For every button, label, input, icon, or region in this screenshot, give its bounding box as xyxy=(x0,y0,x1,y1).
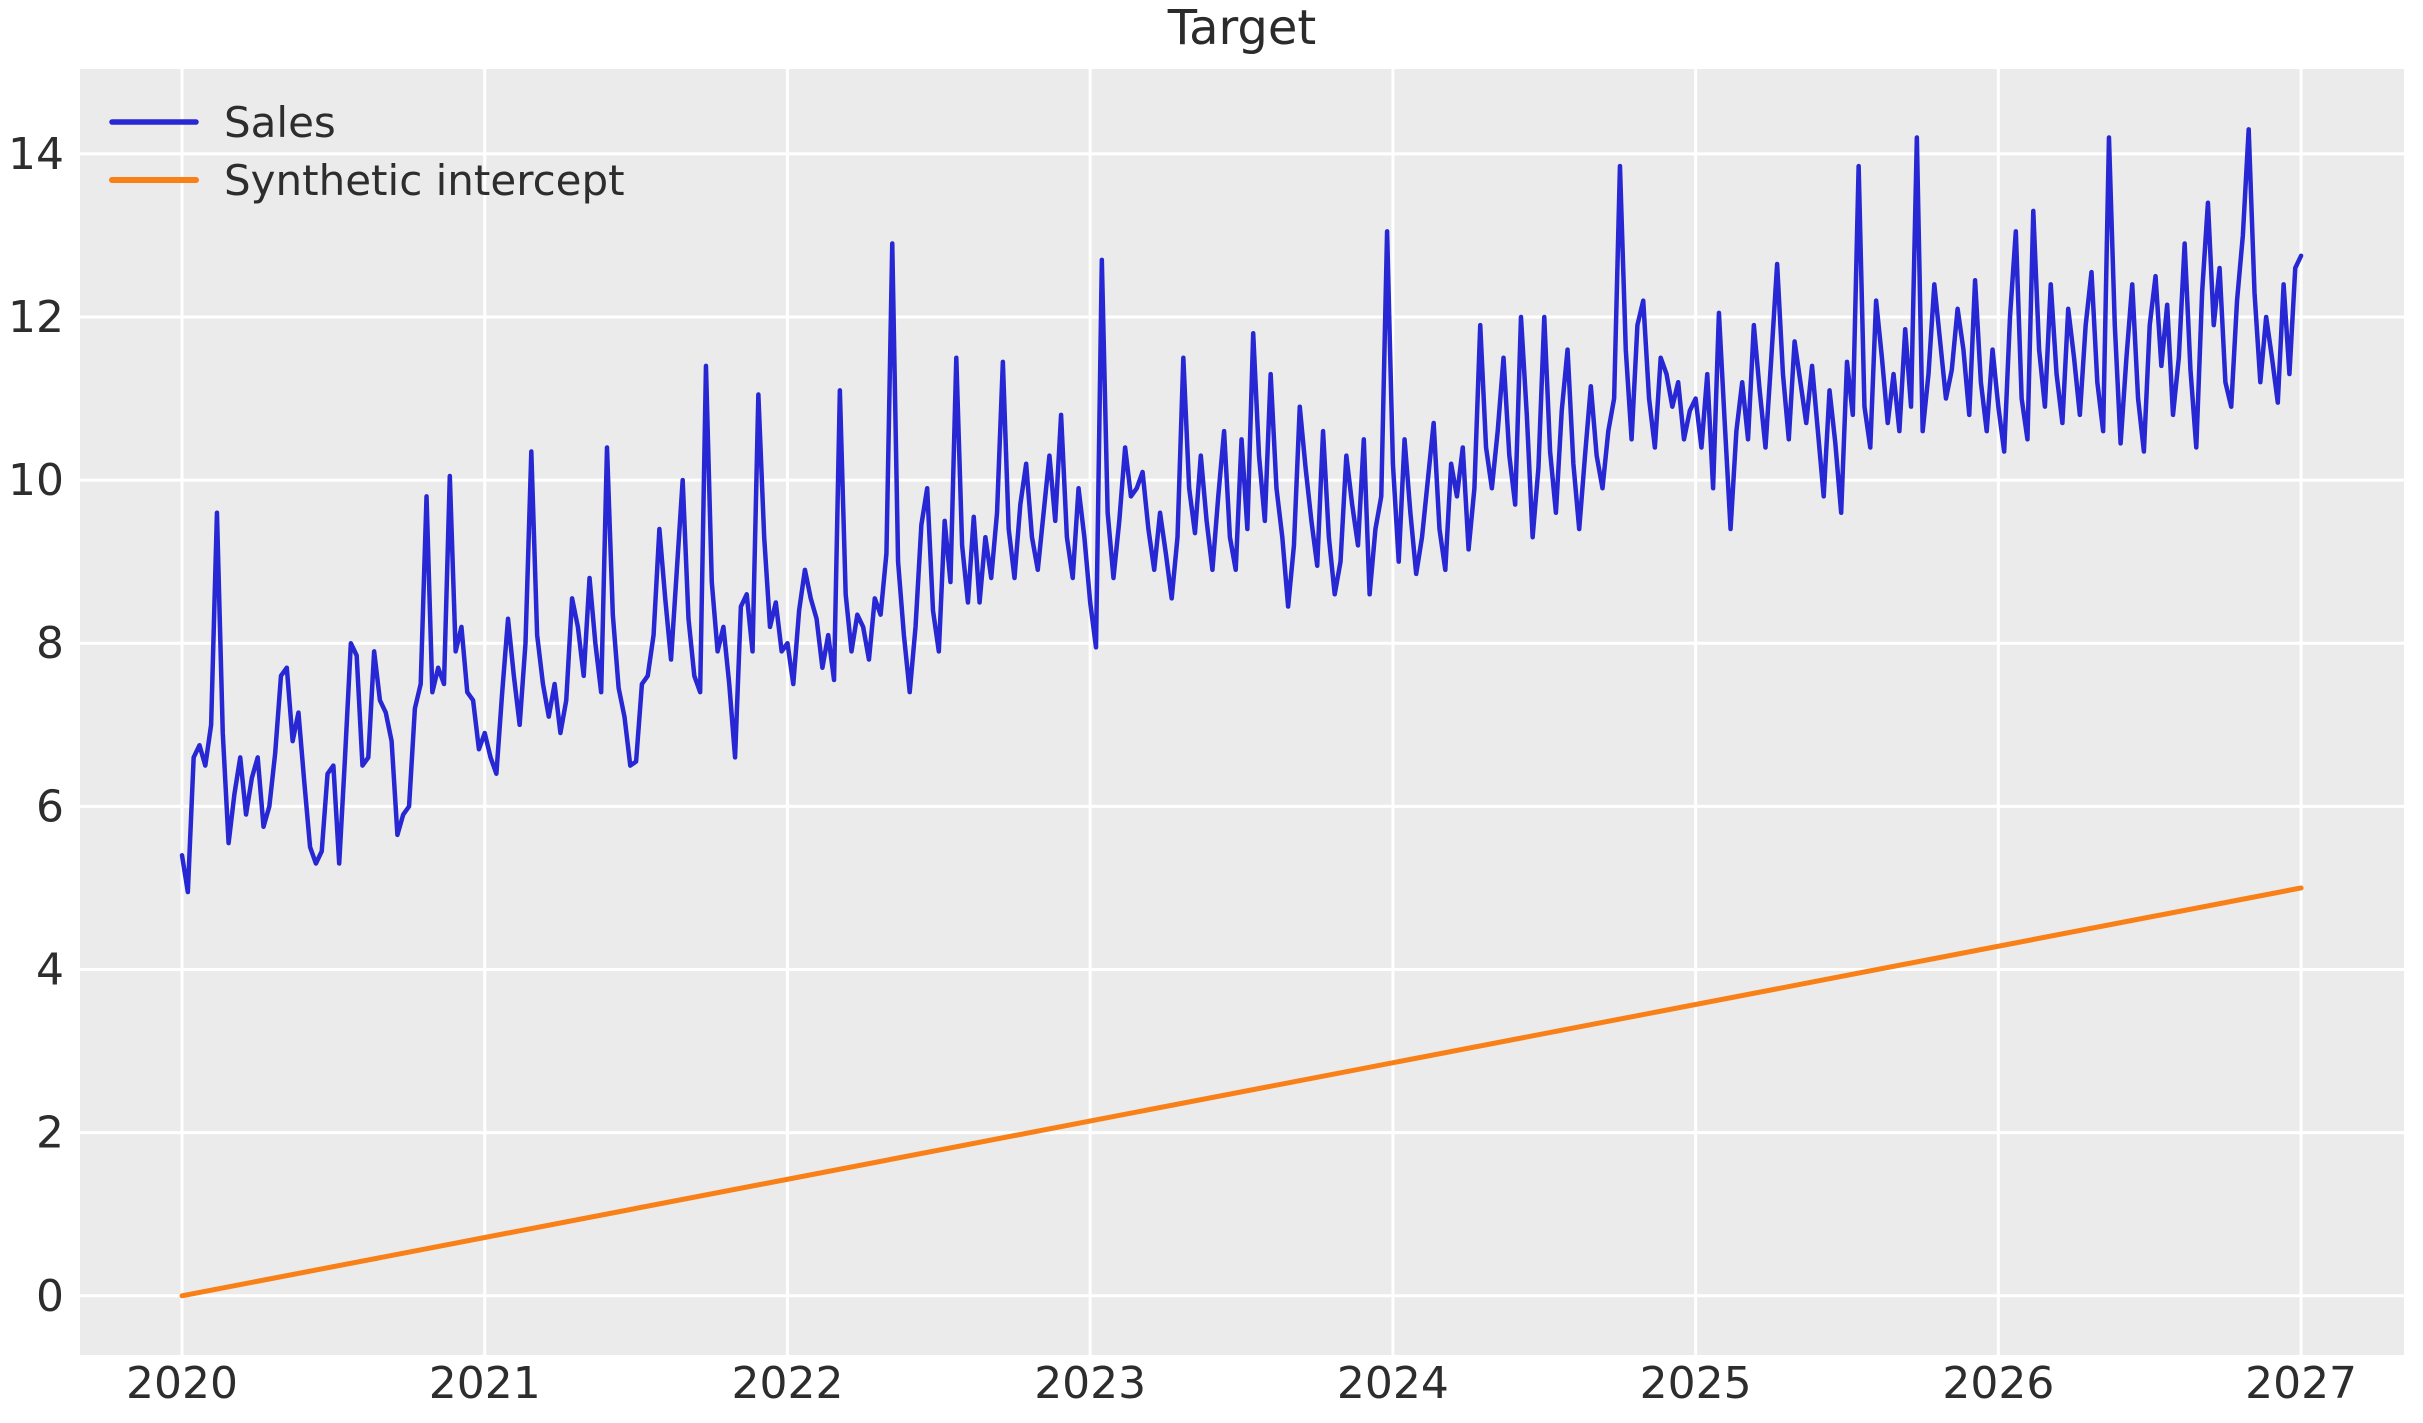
x-tick-label: 2024 xyxy=(1337,1358,1449,1409)
plot-area xyxy=(80,69,2404,1355)
x-tick-label: 2020 xyxy=(126,1358,238,1409)
y-tick-label: 4 xyxy=(36,945,64,996)
x-tick-label: 2022 xyxy=(731,1358,843,1409)
sales-line xyxy=(179,127,2304,895)
legend-label-sales: Sales xyxy=(224,98,336,147)
x-tick-label: 2027 xyxy=(2245,1358,2357,1409)
y-tick-label: 2 xyxy=(36,1108,64,1159)
chart-title: Target xyxy=(1167,0,1317,56)
x-tick-label: 2021 xyxy=(429,1358,541,1409)
y-tick-label: 12 xyxy=(8,292,64,343)
y-tick-label: 8 xyxy=(36,618,64,669)
y-tick-label: 14 xyxy=(8,129,64,180)
y-tick-label: 0 xyxy=(36,1271,64,1322)
synthetic-intercept-line xyxy=(179,885,2304,1299)
x-tick-label: 2026 xyxy=(1942,1358,2054,1409)
y-tick-label: 6 xyxy=(36,781,64,832)
y-tick-label: 10 xyxy=(8,455,64,506)
x-tick-label: 2023 xyxy=(1034,1358,1146,1409)
x-tick-label: 2025 xyxy=(1640,1358,1752,1409)
legend-label-synthetic-intercept: Synthetic intercept xyxy=(224,156,625,205)
